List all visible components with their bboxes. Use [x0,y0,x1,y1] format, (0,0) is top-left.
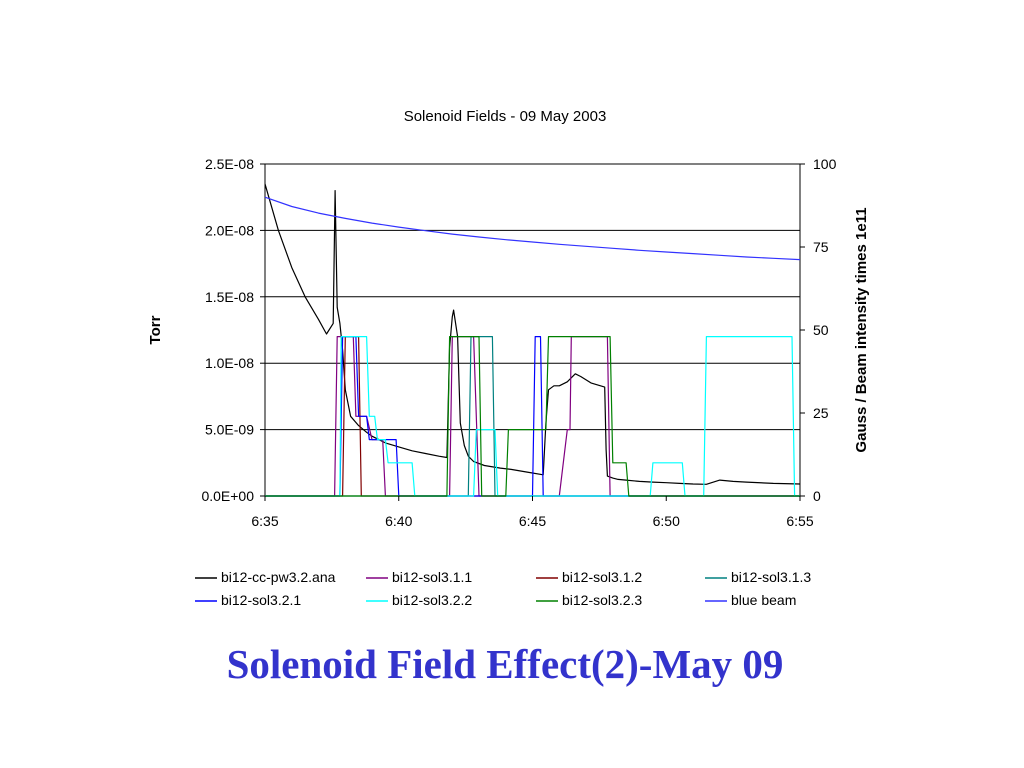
x-tick-label: 6:40 [385,513,412,529]
y-axis-left: 0.0E+00 5.0E-09 1.0E-08 1.5E-08 2.0E-08 2.5E-… [201,156,265,504]
legend-label: blue beam [731,592,796,608]
series-layer [264,183,801,497]
series-line-bi12-cc-pw3-2-ana [264,183,801,485]
series-line-bi12-sol3-2-3 [265,336,800,497]
y-tick-label: 0.0E+00 [201,488,254,504]
legend-label: bi12-sol3.2.2 [392,592,472,608]
legend-item: bi12-sol3.2.3 [536,592,642,608]
legend-label: bi12-sol3.2.1 [221,592,301,608]
y-tick-label: 1.5E-08 [205,289,254,305]
x-tick-label: 6:35 [251,513,278,529]
series-line-bi12-sol3-2-2 [265,336,800,497]
y-tick-label: 5.0E-09 [205,422,254,438]
y-axis-right: 0 25 50 75 100 [800,156,837,504]
y2-axis-label: Gauss / Beam intensity times 1e11 [853,207,870,452]
legend-label: bi12-sol3.2.3 [562,592,642,608]
slide-title: Solenoid Field Effect(2)-May 09 [226,641,784,687]
x-tick-label: 6:45 [519,513,546,529]
y-tick-label: 1.0E-08 [205,355,254,371]
x-tick-label: 6:55 [786,513,813,529]
x-tick-label: 6:50 [653,513,680,529]
legend-item: bi12-sol3.1.3 [705,569,811,585]
chart-title: Solenoid Fields - 09 May 2003 [404,108,607,125]
legend-label: bi12-cc-pw3.2.ana [221,569,336,585]
legend-item: bi12-sol3.2.2 [366,592,472,608]
y-tick-label: 2.5E-08 [205,156,254,172]
series-line-blue-beam [264,196,801,261]
legend-label: bi12-sol3.1.1 [392,569,472,585]
y2-tick-label: 50 [813,322,829,338]
legend: bi12-cc-pw3.2.ana bi12-sol3.1.1 bi12-sol3.… [195,569,811,608]
y2-tick-label: 100 [813,156,837,172]
y2-tick-label: 75 [813,239,829,255]
legend-label: bi12-sol3.1.3 [731,569,811,585]
y2-tick-label: 25 [813,405,829,421]
legend-item: bi12-sol3.1.1 [366,569,472,585]
solenoid-fields-chart: Solenoid Fields - 09 May 2003 0.0E+00 5.0… [147,108,870,608]
grid-lines [265,163,800,497]
legend-item: bi12-cc-pw3.2.ana [195,569,336,585]
legend-item: blue beam [705,592,796,608]
y-axis-label: Torr [147,315,164,344]
plot-area-border [264,163,801,497]
legend-item: bi12-sol3.2.1 [195,592,301,608]
legend-label: bi12-sol3.1.2 [562,569,642,585]
y-tick-label: 2.0E-08 [205,222,254,238]
y2-tick-label: 0 [813,488,821,504]
x-axis: 6:35 6:40 6:45 6:50 6:55 [251,496,814,529]
legend-item: bi12-sol3.1.2 [536,569,642,585]
